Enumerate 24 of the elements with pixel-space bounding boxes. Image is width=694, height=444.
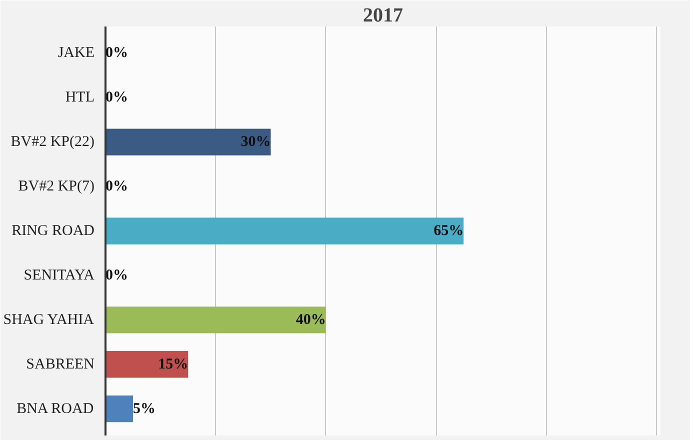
y-tick-label: HTL: [65, 90, 95, 106]
y-tick-label: BNA ROAD: [16, 400, 94, 417]
bar: [106, 351, 188, 378]
bar: [106, 395, 134, 422]
bar: [106, 128, 271, 156]
y-tick-label: BV#2 KP(22): [10, 134, 95, 150]
data-label: 5%: [133, 400, 156, 417]
data-label: 0%: [106, 45, 128, 62]
y-tick-label: JAKE: [58, 45, 95, 62]
bar: [106, 218, 464, 244]
data-label: 30%: [240, 134, 271, 150]
y-tick-label: SABREEN: [26, 356, 95, 372]
data-label: 0%: [106, 178, 128, 195]
chart-title: 2017: [363, 4, 403, 26]
y-tick-label: BV#2 KP(7): [18, 178, 95, 195]
y-tick-label: SENITAYA: [24, 267, 95, 284]
data-label: 0%: [106, 267, 128, 284]
y-tick-label: RING ROAD: [12, 223, 95, 239]
data-label: 40%: [296, 312, 326, 328]
data-label: 15%: [158, 356, 188, 372]
data-label: 0%: [106, 90, 128, 106]
data-label: 65%: [434, 223, 464, 239]
bar: [106, 306, 326, 334]
y-tick-label: SHAG YAHIA: [3, 312, 94, 328]
